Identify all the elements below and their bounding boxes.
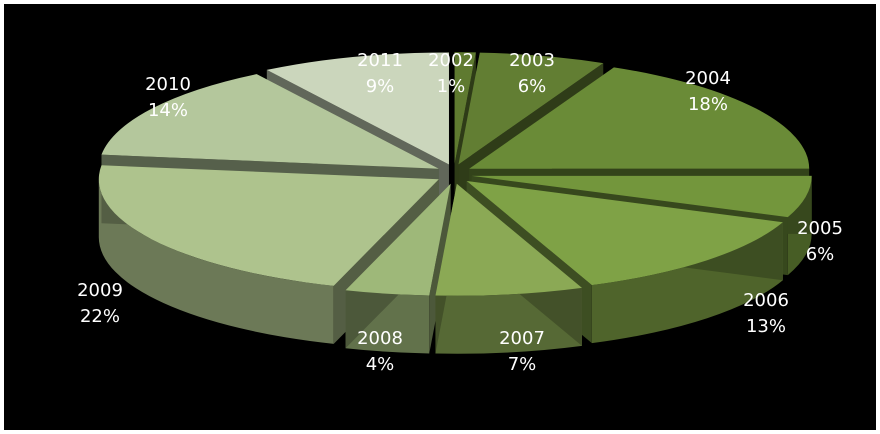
slice-label-percent-2002: 1%: [437, 76, 466, 97]
slice-side-2009: [98, 179, 334, 344]
slice-2003: [458, 52, 604, 165]
slice-label-percent-2008: 4%: [366, 354, 395, 375]
chart-frame: 2002 1% 2003 6% 2004 18% 2005 6% 2006 13% 2007 7% 20…: [4, 4, 876, 430]
slice-label-percent-2007: 7%: [508, 354, 537, 375]
slice-label-year-2007: 2007: [499, 328, 545, 349]
pie-chart: 2002 1% 2003 6% 2004 18% 2005 6% 2006 13% 2007 7% 20…: [77, 50, 843, 375]
slice-2011: [266, 52, 449, 165]
slice-2008: [345, 183, 451, 296]
slice-label-year-2003: 2003: [509, 50, 555, 71]
slice-labels: 2002 1% 2003 6% 2004 18% 2005 6% 2006 13% 2007 7% 20…: [77, 50, 843, 375]
slice-label-year-2006: 2006: [743, 290, 789, 311]
slice-label-year-2010: 2010: [145, 74, 191, 95]
slice-label-year-2008: 2008: [357, 328, 403, 349]
slice-label-percent-2006: 13%: [746, 316, 786, 337]
slice-label-percent-2011: 9%: [366, 76, 395, 97]
slice-2009: [98, 165, 439, 286]
slice-label-percent-2003: 6%: [518, 76, 547, 97]
slice-label-percent-2004: 18%: [688, 94, 728, 115]
slice-label-percent-2005: 6%: [806, 244, 835, 265]
slice-label-percent-2010: 14%: [148, 100, 188, 121]
slice-label-year-2005: 2005: [797, 218, 843, 239]
slice-label-percent-2009: 22%: [80, 306, 120, 327]
slice-label-year-2002: 2002: [428, 50, 474, 71]
slice-2002: [454, 52, 476, 165]
slice-2004: [469, 67, 810, 169]
slice-2005: [471, 175, 812, 218]
slice-tops: [98, 52, 812, 296]
slice-label-year-2011: 2011: [357, 50, 403, 71]
slice-label-year-2009: 2009: [77, 280, 123, 301]
slice-label-year-2004: 2004: [685, 68, 731, 89]
slice-2010: [101, 74, 439, 169]
slice-2006: [466, 181, 783, 286]
slice-2007: [435, 183, 582, 296]
